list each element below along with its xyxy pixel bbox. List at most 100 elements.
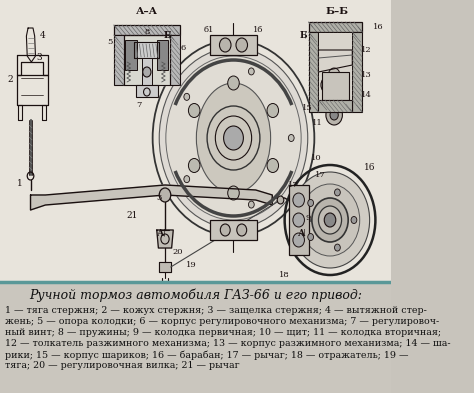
Text: 9: 9 [305,214,310,222]
Circle shape [237,224,246,236]
Text: 12: 12 [361,46,372,54]
Text: б1: б1 [203,26,214,34]
Text: 19: 19 [186,261,197,269]
Circle shape [228,186,239,200]
Circle shape [220,224,230,236]
Text: 20: 20 [172,248,182,256]
Text: А: А [157,228,164,237]
Polygon shape [124,35,170,85]
Text: 18: 18 [279,271,290,279]
Circle shape [321,77,334,93]
Text: 12 — толкатель разжимного механизма; 13 — корпус разжимного механизма; 14 — ша-: 12 — толкатель разжимного механизма; 13 … [5,339,451,348]
Circle shape [308,233,314,241]
Text: 2: 2 [7,75,13,84]
Circle shape [319,206,342,234]
Text: 1б: 1б [253,26,264,34]
Circle shape [328,68,340,82]
Circle shape [159,48,308,228]
Text: 3: 3 [37,53,42,62]
Circle shape [291,172,370,268]
Text: 1 — тяга стержня; 2 — кожух стержня; 3 — защелка стержня; 4 — вытяжной стер-: 1 — тяга стержня; 2 — кожух стержня; 3 —… [5,306,427,315]
Text: 6: 6 [181,44,186,52]
Text: 3: 3 [156,194,162,202]
Text: А: А [298,228,305,237]
Text: 16: 16 [364,163,375,173]
Bar [210,220,256,240]
Circle shape [335,189,340,196]
Text: рики; 15 — корпус шариков; 16 — барабан; 17 — рычаг; 18 — отражатель; 19 —: рики; 15 — корпус шариков; 16 — барабан;… [5,350,409,360]
Circle shape [166,56,301,220]
Ellipse shape [196,83,271,193]
Bar [157,40,168,70]
Text: Б: Б [300,31,308,40]
Circle shape [293,233,304,247]
Text: 17: 17 [288,181,298,189]
Text: Б–Б: Б–Б [325,7,348,17]
Circle shape [330,110,338,120]
Circle shape [335,244,340,251]
Bar [170,35,180,85]
Circle shape [324,213,336,227]
Circle shape [184,94,190,100]
Circle shape [301,184,360,256]
Bar [309,22,362,32]
Polygon shape [159,262,171,272]
Bar [114,35,124,85]
Text: Ручной тормоз автомобиля ГАЗ-66 и его привод:: Ручной тормоз автомобиля ГАЗ-66 и его пр… [29,288,362,302]
Bar [126,40,137,70]
Circle shape [219,38,231,52]
Text: ный винт; 8 — пружины; 9 — колодка первичная; 10 — щит; 11 — колодка вторичная;: ный винт; 8 — пружины; 9 — колодка перви… [5,328,441,337]
Circle shape [267,158,279,173]
Bar [0,282,391,393]
Polygon shape [135,42,159,58]
Text: |: | [303,229,306,237]
Bar [319,100,352,112]
Circle shape [308,200,314,206]
Bar [319,32,352,112]
Text: Б: Б [164,31,171,40]
Text: 4: 4 [40,31,46,40]
Circle shape [236,38,247,52]
Circle shape [351,217,357,224]
Bar [309,32,319,112]
Text: 10: 10 [310,154,321,162]
Text: 11: 11 [312,119,323,127]
Text: 15: 15 [301,104,312,112]
Bar [210,35,256,55]
Text: 5: 5 [107,38,112,46]
Text: 21: 21 [126,211,137,220]
Bar [0,0,391,282]
Text: |: | [163,229,165,237]
Circle shape [189,103,200,118]
Circle shape [293,213,304,227]
Circle shape [326,105,342,125]
Text: А–А: А–А [136,7,158,17]
Circle shape [159,188,171,202]
Circle shape [277,196,284,204]
Text: жень; 5 — опора колодки; 6 — корпус регулировочного механизма; 7 — регулировоч-: жень; 5 — опора колодки; 6 — корпус регу… [5,317,439,326]
Circle shape [334,77,347,93]
Circle shape [228,76,239,90]
Bar [136,85,158,97]
Circle shape [224,126,243,150]
Text: |: | [304,31,307,39]
Text: |: | [168,31,171,39]
Text: 7: 7 [136,101,141,109]
Circle shape [248,201,254,208]
Bar [289,185,310,255]
Text: 1: 1 [17,178,23,187]
Bar [142,58,152,86]
Text: 16: 16 [373,23,383,31]
Polygon shape [157,230,173,248]
Text: тяга; 20 — регулировочная вилка; 21 — рычаг: тяга; 20 — регулировочная вилка; 21 — ры… [5,361,239,370]
Text: 8: 8 [144,28,149,36]
Circle shape [189,158,200,173]
Bar [322,72,349,100]
Bar [352,32,362,112]
Circle shape [293,193,304,207]
Circle shape [143,67,151,77]
Circle shape [248,68,254,75]
Circle shape [267,103,279,118]
Text: 14: 14 [361,91,372,99]
Circle shape [288,134,294,141]
